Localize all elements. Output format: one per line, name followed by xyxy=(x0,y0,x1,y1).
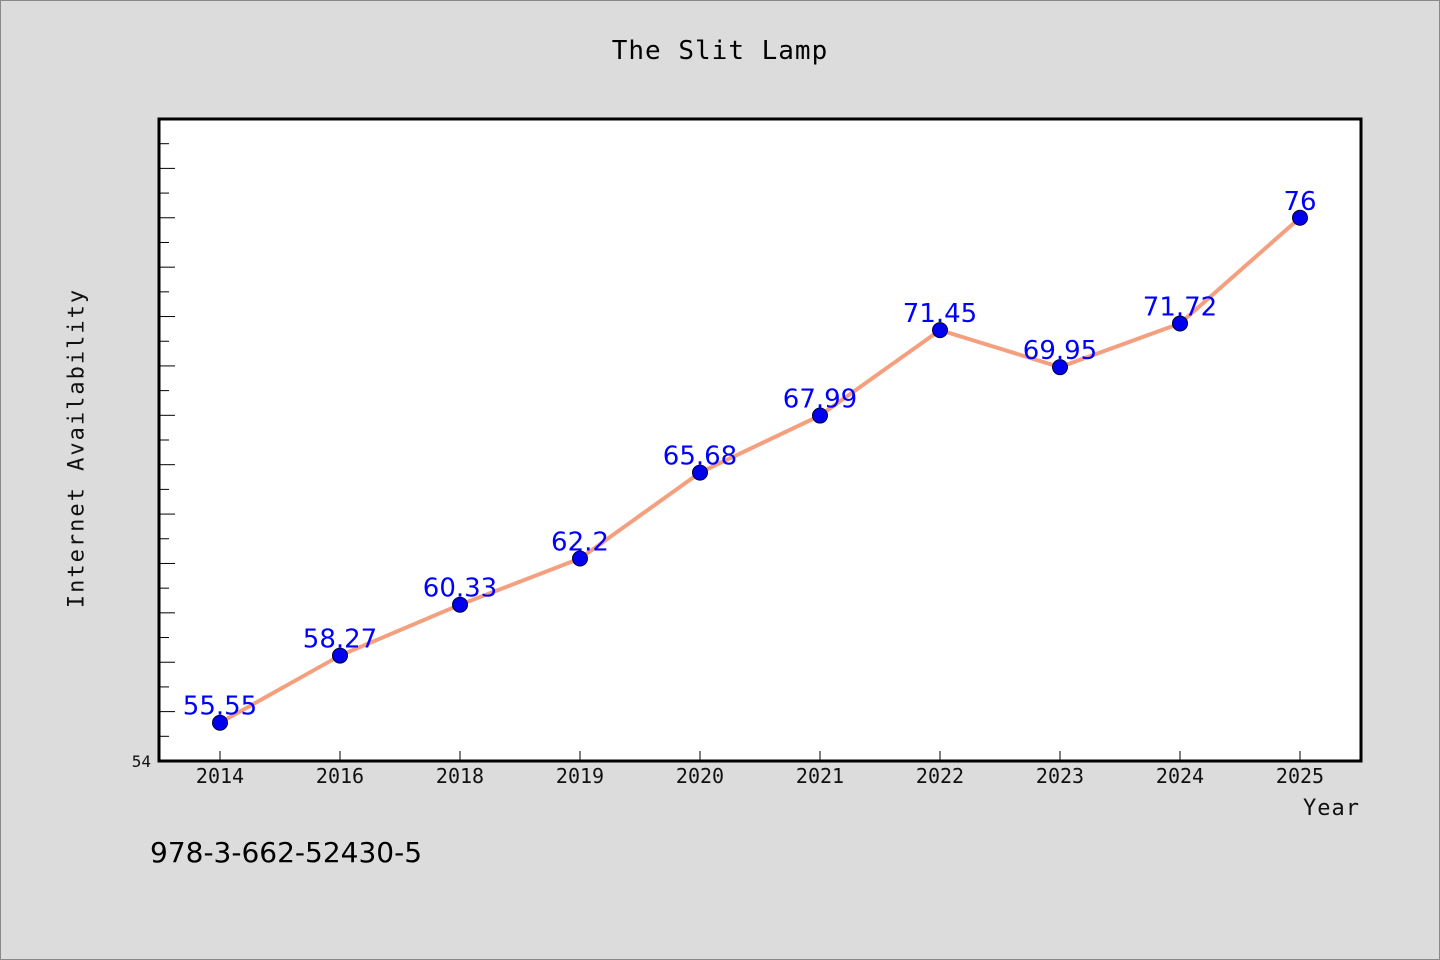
data-point xyxy=(1292,209,1308,226)
data-point xyxy=(332,647,348,664)
data-label: 58.27 xyxy=(303,625,377,655)
data-point xyxy=(212,714,228,731)
data-point xyxy=(812,407,828,424)
x-tick-label: 2020 xyxy=(676,764,724,788)
x-tick-label: 2022 xyxy=(916,764,964,788)
data-label: 71.72 xyxy=(1143,292,1217,322)
x-tick-label: 2023 xyxy=(1036,764,1084,788)
data-point xyxy=(572,550,588,567)
data-label: 62.2 xyxy=(551,528,609,558)
x-axis-label: Year xyxy=(1303,796,1360,821)
data-label: 67.99 xyxy=(783,385,857,415)
data-label: 71.45 xyxy=(903,299,977,329)
data-point xyxy=(1172,315,1188,332)
series-line xyxy=(219,216,1302,725)
x-tick-label: 2021 xyxy=(796,764,844,788)
x-tick-label: 2014 xyxy=(196,764,244,788)
data-label: 76 xyxy=(1283,187,1316,217)
x-tick-label: 2019 xyxy=(556,764,604,788)
plot-area xyxy=(157,117,1363,763)
x-tick-label: 2016 xyxy=(316,764,364,788)
data-label: 60.33 xyxy=(423,574,497,604)
data-point xyxy=(932,322,948,339)
data-label: 55.55 xyxy=(183,692,257,722)
data-label: 65.68 xyxy=(663,442,737,472)
data-point xyxy=(1052,359,1068,376)
x-tick-label: 2025 xyxy=(1276,764,1324,788)
x-tick-label: 2024 xyxy=(1156,764,1204,788)
chart-title: The Slit Lamp xyxy=(611,36,829,66)
data-point xyxy=(692,464,708,481)
data-point xyxy=(452,596,468,613)
data-label: 69.95 xyxy=(1023,336,1097,366)
isbn-footer: 978-3-662-52430-5 xyxy=(150,836,423,869)
x-tick-label: 2018 xyxy=(436,764,484,788)
y-tick-label: 54 xyxy=(132,752,151,771)
